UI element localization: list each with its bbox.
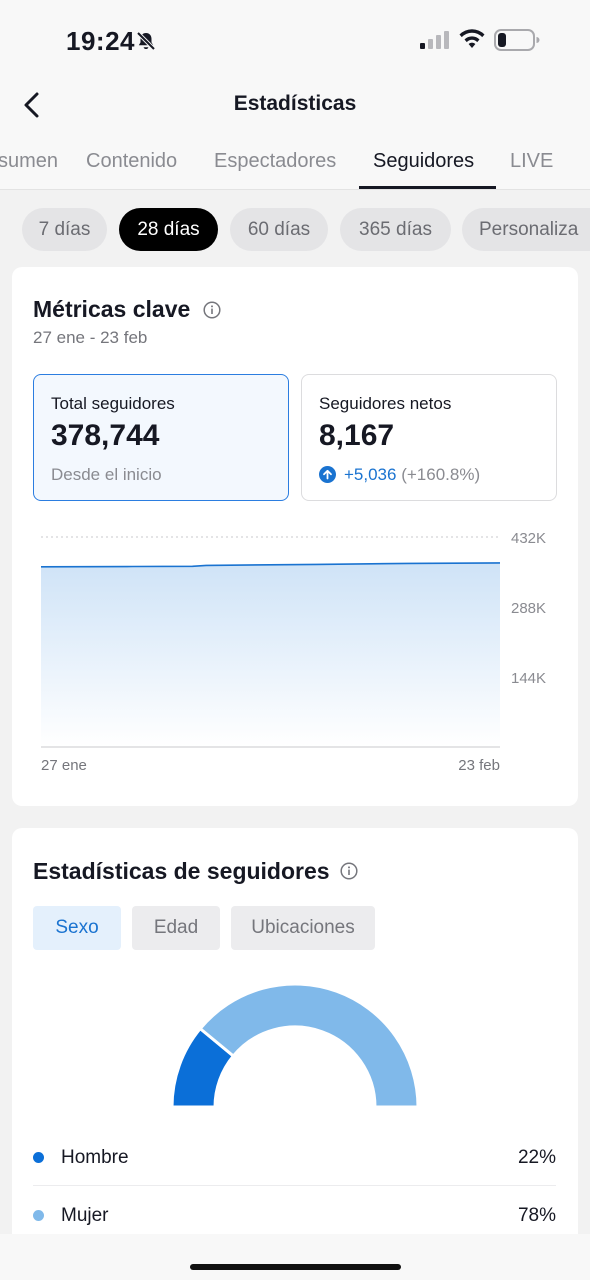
filter-custom[interactable]: Personaliza — [462, 208, 590, 251]
legend-label: Hombre — [61, 1147, 129, 1168]
home-indicator[interactable] — [190, 1264, 401, 1270]
legend-value: 78% — [517, 1205, 556, 1226]
metric-value: 8,167 — [319, 419, 395, 452]
y-tick-label: 432K — [511, 530, 546, 547]
date-range: 27 ene - 23 feb — [33, 328, 148, 347]
info-icon[interactable] — [203, 301, 221, 319]
legend-label: Mujer — [61, 1205, 109, 1226]
total-followers-metric[interactable]: Total seguidores 378,744 Desde el inicio — [33, 374, 289, 501]
change-percent: (+160.8%) — [401, 465, 481, 484]
arrow-up-circle-icon — [319, 466, 336, 483]
metric-label: Total seguidores — [51, 394, 175, 413]
segment-ubicaciones[interactable]: Ubicaciones — [231, 906, 375, 950]
y-tick-label: 144K — [511, 670, 546, 687]
filter-365-days[interactable]: 365 días — [340, 208, 451, 251]
tab-seguidores[interactable]: Seguidores — [373, 150, 475, 172]
followers-area-chart: 432K 288K 144K 27 ene 23 feb — [40, 530, 546, 774]
divider — [33, 1185, 556, 1186]
tab-espectadores[interactable]: Espectadores — [214, 150, 337, 172]
x-tick-label: 27 ene — [41, 757, 87, 774]
active-tab-indicator — [359, 186, 496, 189]
tab-live[interactable]: LIVE — [510, 150, 554, 172]
legend-dot — [33, 1152, 44, 1163]
wifi-icon — [458, 28, 486, 55]
area-fill — [41, 562, 500, 747]
info-icon[interactable] — [340, 862, 358, 880]
y-tick-label: 288K — [511, 600, 546, 617]
home-indicator-area — [0, 1234, 590, 1280]
segment-sexo[interactable]: Sexo — [33, 906, 121, 950]
legend-value: 22% — [517, 1147, 556, 1168]
legend-row-hombre: Hombre 22% — [33, 1130, 556, 1186]
metric-subtext: Desde el inicio — [51, 465, 162, 484]
follower-stats-card: Estadísticas de seguidores Sexo Edad Ubi… — [12, 828, 578, 1238]
filter-7-days[interactable]: 7 días — [22, 208, 107, 251]
legend-row-mujer: Mujer 78% — [33, 1188, 556, 1244]
legend-dot — [33, 1210, 44, 1221]
gender-half-donut-chart — [170, 982, 420, 1109]
series-line — [40, 562, 501, 568]
status-bar: 19:24 — [0, 0, 590, 80]
key-metrics-card: Métricas clave 27 ene - 23 feb Total seg… — [12, 267, 578, 806]
status-time: 19:24 — [66, 26, 135, 56]
date-filter-bar: 7 días 28 días 60 días 365 días Personal… — [0, 190, 590, 268]
change-value: +5,036 — [344, 465, 397, 484]
tab-contenido[interactable]: Contenido — [86, 150, 178, 172]
key-metrics-title: Métricas clave — [33, 296, 191, 322]
filter-60-days[interactable]: 60 días — [230, 208, 328, 251]
metric-change: +5,036 (+160.8%) — [319, 465, 480, 485]
metric-label: Seguidores netos — [319, 394, 452, 413]
back-arrow-icon[interactable] — [18, 90, 48, 120]
filter-28-days[interactable]: 28 días — [119, 208, 218, 251]
tab-bar: sumen Contenido Espectadores Seguidores … — [0, 130, 590, 190]
x-tick-label: 23 feb — [458, 757, 500, 774]
donut-segment-mujer[interactable] — [198, 982, 420, 1109]
battery-icon — [494, 29, 540, 56]
net-followers-metric[interactable]: Seguidores netos 8,167 +5,036 (+160.8%) — [301, 374, 557, 501]
follower-stats-title: Estadísticas de seguidores — [33, 858, 330, 884]
bell-muted-icon — [135, 30, 157, 57]
segment-edad[interactable]: Edad — [132, 906, 220, 950]
signal-icon — [420, 30, 450, 55]
metric-value: 378,744 — [51, 419, 160, 452]
nav-bar: Estadísticas — [0, 80, 590, 130]
tab-resumen[interactable]: sumen — [0, 150, 59, 172]
page-title: Estadísticas — [233, 92, 357, 115]
